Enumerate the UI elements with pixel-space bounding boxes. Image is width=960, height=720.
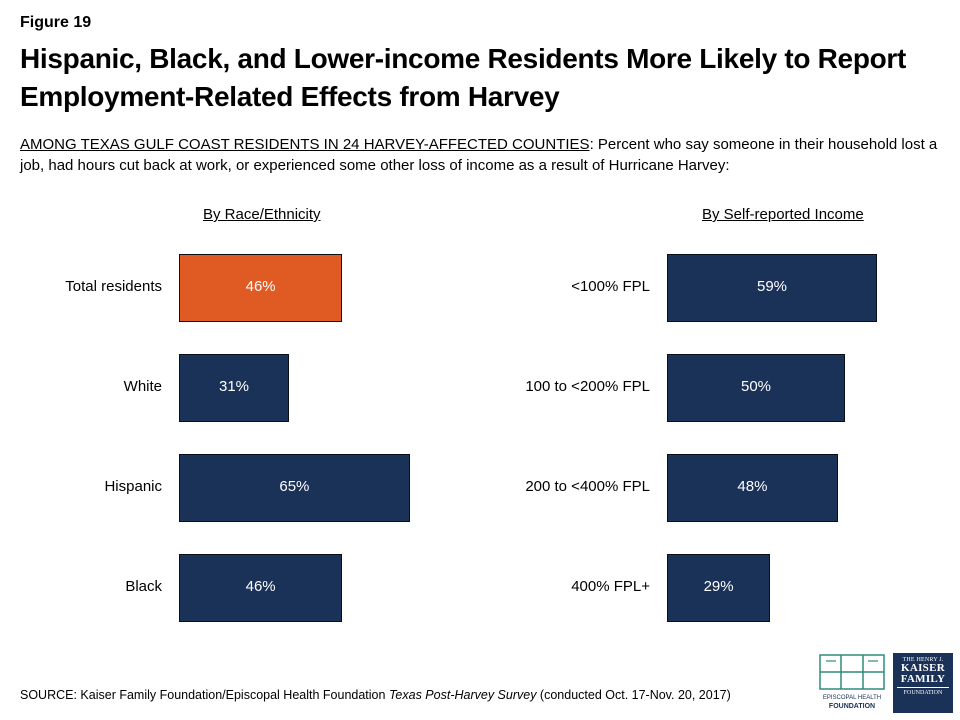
data-label: 65%: [279, 478, 310, 495]
kff-logo-small: THE HENRY J.: [902, 657, 944, 663]
data-label: 59%: [757, 278, 788, 295]
data-label: 31%: [219, 378, 250, 395]
category-label: White: [123, 378, 162, 395]
category-label: 400% FPL+: [571, 578, 650, 595]
source-suffix: (conducted Oct. 17-Nov. 20, 2017): [536, 688, 731, 702]
category-label: Black: [125, 578, 162, 595]
bar: [667, 554, 771, 622]
data-label: 46%: [245, 578, 276, 595]
chart-subtitle: AMONG TEXAS GULF COAST RESIDENTS IN 24 H…: [20, 134, 950, 176]
category-label: Hispanic: [104, 478, 162, 495]
category-label: 200 to <400% FPL: [525, 478, 650, 495]
subtitle-description: : Percent who say someone in their house…: [20, 136, 938, 174]
bar: [667, 454, 838, 522]
subtitle-population: AMONG TEXAS GULF COAST RESIDENTS IN 24 H…: [20, 136, 590, 153]
bar: [179, 454, 410, 522]
kff-logo-line2: FAMILY: [900, 673, 946, 685]
ehf-logo: EPISCOPAL HEALTH FOUNDATION: [816, 653, 888, 713]
bar: [667, 254, 878, 322]
data-label: 29%: [703, 578, 734, 595]
ehf-logo-mark: [819, 654, 885, 690]
bar: [667, 354, 845, 422]
source-survey-name: Texas Post-Harvey Survey: [388, 688, 537, 702]
ehf-logo-text-1: EPISCOPAL HEALTH: [822, 695, 882, 701]
bar: [179, 254, 343, 322]
bar: [179, 554, 343, 622]
category-label: 100 to <200% FPL: [525, 378, 650, 395]
ehf-logo-text-2: FOUNDATION: [828, 703, 876, 710]
category-label: Total residents: [65, 278, 162, 295]
figure-label: Figure 19: [20, 14, 92, 31]
kff-logo-line1: KAISER: [901, 662, 945, 674]
chart-title: Hispanic, Black, and Lower-income Reside…: [20, 43, 907, 112]
panel-title: By Self-reported Income: [702, 206, 864, 223]
panel-title: By Race/Ethnicity: [203, 206, 321, 223]
source-prefix: SOURCE: Kaiser Family Foundation/Episcop…: [20, 688, 389, 702]
category-label: <100% FPL: [571, 278, 650, 295]
kff-logo-foundation: FOUNDATION: [897, 687, 949, 696]
kff-logo: THE HENRY J. KAISER FAMILY FOUNDATION: [893, 653, 953, 713]
bar: [179, 354, 290, 422]
data-label: 50%: [740, 378, 772, 395]
data-label: 48%: [737, 478, 768, 495]
data-label: 46%: [245, 278, 276, 295]
source-note: SOURCE: Kaiser Family Foundation/Episcop…: [20, 688, 731, 702]
